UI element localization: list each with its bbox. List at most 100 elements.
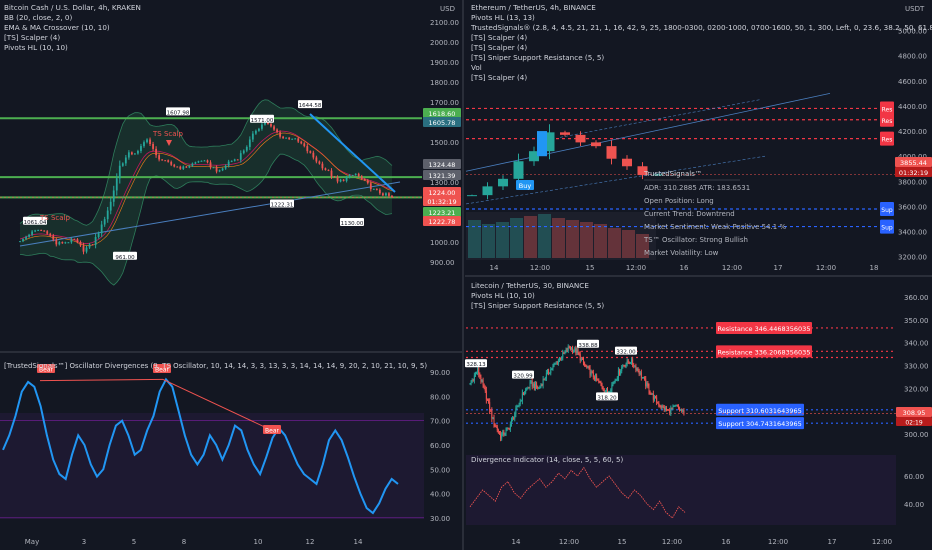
btc-candle[interactable] bbox=[270, 124, 272, 127]
ltc-candle[interactable] bbox=[650, 393, 652, 395]
ltc-candle[interactable] bbox=[623, 365, 625, 367]
btc-candle[interactable] bbox=[73, 238, 76, 240]
btc-candle[interactable] bbox=[300, 141, 303, 144]
btc-candle[interactable] bbox=[143, 142, 145, 147]
btc-candle[interactable] bbox=[140, 146, 142, 151]
ltc-candle[interactable] bbox=[541, 384, 543, 386]
ltc-candle[interactable] bbox=[520, 400, 522, 402]
ltc-axis[interactable]: 360.00350.00340.00330.00320.00310.00300.… bbox=[512, 294, 932, 546]
btc-candle[interactable] bbox=[170, 161, 173, 165]
btc-candle[interactable] bbox=[28, 234, 30, 237]
btc-candle[interactable] bbox=[381, 193, 384, 196]
btc-candle[interactable] bbox=[248, 139, 251, 147]
ltc-candle[interactable] bbox=[612, 383, 614, 385]
btc-candle[interactable] bbox=[388, 193, 390, 196]
eth-candle[interactable] bbox=[467, 195, 477, 197]
ltc-candle[interactable] bbox=[585, 365, 587, 367]
ltc-candle[interactable] bbox=[500, 433, 502, 439]
ltc-candle[interactable] bbox=[472, 379, 474, 381]
ltc-candle[interactable] bbox=[530, 381, 532, 383]
btc-candle[interactable] bbox=[67, 242, 70, 244]
btc-candle[interactable] bbox=[179, 166, 182, 169]
btc-candle[interactable] bbox=[315, 157, 318, 162]
btc-candle[interactable] bbox=[312, 152, 315, 158]
btc-candle[interactable] bbox=[25, 236, 27, 240]
eth-candle[interactable] bbox=[513, 161, 524, 179]
btc-candle[interactable] bbox=[212, 167, 215, 169]
eth-candle[interactable] bbox=[544, 132, 555, 152]
ltc-candle[interactable] bbox=[552, 365, 554, 369]
ltc-candle[interactable] bbox=[658, 402, 660, 406]
ltc-candle[interactable] bbox=[683, 410, 685, 414]
ltc-candle[interactable] bbox=[611, 384, 613, 390]
btc-candle[interactable] bbox=[276, 129, 278, 133]
ltc-candle[interactable] bbox=[498, 432, 500, 434]
btc-candle[interactable] bbox=[351, 175, 354, 177]
btc-candle[interactable] bbox=[85, 247, 88, 252]
btc-candle[interactable] bbox=[245, 146, 248, 151]
ltc-candle[interactable] bbox=[553, 363, 555, 366]
ltc-candle[interactable] bbox=[597, 379, 599, 381]
btc-candle[interactable] bbox=[22, 239, 24, 242]
eth-signal-candle[interactable] bbox=[537, 131, 547, 157]
ltc-candle[interactable] bbox=[659, 405, 661, 407]
ltc-candle[interactable] bbox=[516, 406, 518, 409]
ltc-candle[interactable] bbox=[558, 358, 560, 361]
btc-candle[interactable] bbox=[227, 161, 230, 166]
btc-candle[interactable] bbox=[58, 242, 61, 245]
btc-candle[interactable] bbox=[279, 132, 281, 137]
ltc-candle[interactable] bbox=[590, 371, 592, 375]
btc-candle[interactable] bbox=[185, 166, 188, 168]
ltc-candle[interactable] bbox=[561, 357, 563, 360]
ltc-candle[interactable] bbox=[616, 377, 618, 380]
ltc-candle[interactable] bbox=[673, 405, 675, 407]
btc-candle[interactable] bbox=[194, 162, 197, 164]
eth-candle[interactable] bbox=[653, 174, 663, 176]
ltc-candle[interactable] bbox=[631, 359, 633, 363]
ltc-candle[interactable] bbox=[572, 348, 574, 352]
btc-candle[interactable] bbox=[52, 235, 55, 240]
ltc-candle[interactable] bbox=[586, 366, 588, 368]
ltc-candle[interactable] bbox=[509, 424, 511, 430]
ltc-candle[interactable] bbox=[617, 370, 619, 378]
ltc-candle[interactable] bbox=[525, 389, 527, 393]
ltc-candle[interactable] bbox=[536, 383, 538, 387]
ltc-candle[interactable] bbox=[641, 377, 643, 379]
btc-candle[interactable] bbox=[327, 169, 330, 171]
btc-candle[interactable] bbox=[303, 143, 306, 147]
btc-candle[interactable] bbox=[264, 122, 266, 125]
btc-candle[interactable] bbox=[391, 195, 393, 198]
eth-candles[interactable] bbox=[467, 124, 663, 200]
ltc-candle[interactable] bbox=[679, 408, 681, 411]
btc-candle[interactable] bbox=[121, 163, 124, 166]
ltc-candle[interactable] bbox=[573, 350, 575, 352]
ltc-candle[interactable] bbox=[504, 433, 506, 435]
ltc-candle[interactable] bbox=[619, 370, 621, 374]
btc-candle[interactable] bbox=[288, 137, 291, 140]
ltc-candle[interactable] bbox=[486, 399, 488, 401]
ltc-candle[interactable] bbox=[648, 386, 650, 392]
ltc-candle[interactable] bbox=[596, 375, 598, 380]
ltc-candle[interactable] bbox=[479, 374, 481, 378]
btc-candle[interactable] bbox=[106, 210, 109, 220]
btc-price-axis[interactable]: 2100.002000.001900.001800.001700.001600.… bbox=[423, 5, 461, 267]
ltc-candle[interactable] bbox=[543, 379, 545, 381]
ltc-candle[interactable] bbox=[484, 387, 486, 391]
btc-candle[interactable] bbox=[239, 153, 242, 160]
ltc-candle[interactable] bbox=[661, 405, 663, 409]
ltc-candle[interactable] bbox=[613, 381, 615, 384]
ltc-candle[interactable] bbox=[574, 348, 576, 351]
btc-candle[interactable] bbox=[200, 160, 203, 162]
ltc-candle[interactable] bbox=[601, 384, 603, 388]
ltc-candle[interactable] bbox=[556, 362, 558, 364]
btc-candle[interactable] bbox=[215, 167, 218, 172]
ltc-candle[interactable] bbox=[588, 366, 590, 369]
ltc-candle[interactable] bbox=[537, 386, 539, 389]
btc-candle[interactable] bbox=[37, 229, 40, 231]
ltc-candle[interactable] bbox=[638, 370, 640, 375]
ltc-candle[interactable] bbox=[565, 349, 567, 352]
ltc-candle[interactable] bbox=[657, 402, 659, 404]
btc-candle[interactable] bbox=[363, 178, 366, 181]
ltc-candle[interactable] bbox=[647, 383, 649, 387]
ltc-candle[interactable] bbox=[567, 346, 569, 351]
